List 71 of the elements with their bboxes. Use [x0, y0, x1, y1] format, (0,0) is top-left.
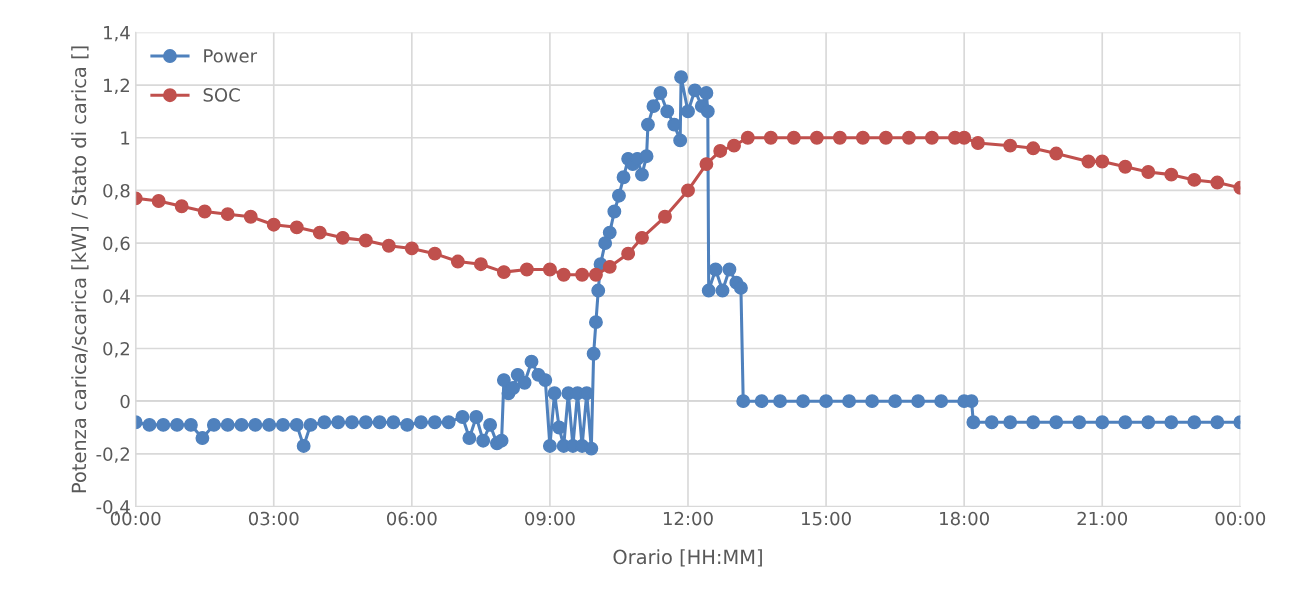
point	[713, 143, 728, 158]
point	[473, 257, 488, 272]
point	[197, 204, 212, 219]
point	[699, 157, 714, 172]
point	[335, 230, 350, 245]
point	[635, 230, 649, 245]
point	[602, 259, 617, 274]
point	[763, 130, 778, 145]
point	[971, 136, 985, 150]
point	[289, 220, 304, 235]
x-axis-title: Orario [HH:MM]	[613, 549, 762, 567]
point	[832, 130, 847, 145]
point	[404, 241, 419, 256]
point	[957, 130, 972, 145]
point	[1049, 146, 1064, 161]
point	[312, 225, 327, 240]
point	[681, 183, 695, 198]
point	[924, 130, 939, 145]
point	[855, 130, 870, 145]
x-tick-label: 21:00	[1077, 511, 1128, 526]
y-axis-title: Potenza carica/scarica [kW] / Stato di carica []	[71, 46, 89, 493]
point	[266, 217, 281, 232]
point	[151, 194, 166, 208]
x-tick-label: 00:00	[1215, 511, 1266, 526]
y-tick-label: -0,2	[96, 447, 129, 463]
legend-label: SOC	[203, 88, 240, 102]
point	[878, 130, 893, 145]
point	[243, 209, 258, 224]
y-tick-label: 1,2	[104, 78, 129, 95]
point	[450, 254, 465, 269]
x-tick-label: 18:00	[940, 511, 989, 526]
y-tick-label: 0	[120, 394, 130, 409]
point	[575, 267, 590, 282]
point	[1095, 154, 1110, 169]
point	[519, 262, 534, 277]
x-tick-label: 09:00	[525, 511, 575, 526]
point	[901, 130, 916, 145]
y-tick-label: 1,4	[104, 26, 130, 42]
point	[621, 246, 636, 261]
y-tick-label: 0,2	[103, 341, 129, 358]
point	[358, 233, 373, 248]
point	[1118, 159, 1133, 174]
point	[1141, 165, 1156, 179]
x-tick-label: 12:00	[663, 511, 713, 526]
point	[427, 246, 442, 261]
point	[1210, 175, 1225, 190]
point	[1187, 172, 1202, 187]
x-tick-label: 06:00	[387, 511, 437, 526]
y-tick-label: 0,8	[103, 183, 130, 200]
point	[496, 265, 511, 280]
point	[658, 209, 672, 224]
legend-label: Power	[204, 49, 258, 63]
point	[1164, 167, 1179, 182]
x-tick-label: 15:00	[802, 511, 851, 526]
y-tick-label: 1	[121, 131, 130, 145]
point	[1081, 154, 1096, 169]
point	[174, 199, 189, 214]
point	[809, 130, 824, 145]
point	[727, 138, 741, 153]
point	[786, 130, 801, 145]
point	[1003, 138, 1018, 153]
point	[220, 207, 235, 222]
point	[588, 267, 603, 282]
point	[542, 262, 557, 277]
point	[381, 238, 396, 253]
point	[556, 267, 571, 282]
point	[740, 130, 755, 145]
y-tick-label: 0,4	[103, 289, 130, 305]
y-tick-label: 0,6	[103, 236, 130, 253]
point	[1026, 141, 1041, 156]
x-tick-label: 03:00	[248, 511, 299, 526]
